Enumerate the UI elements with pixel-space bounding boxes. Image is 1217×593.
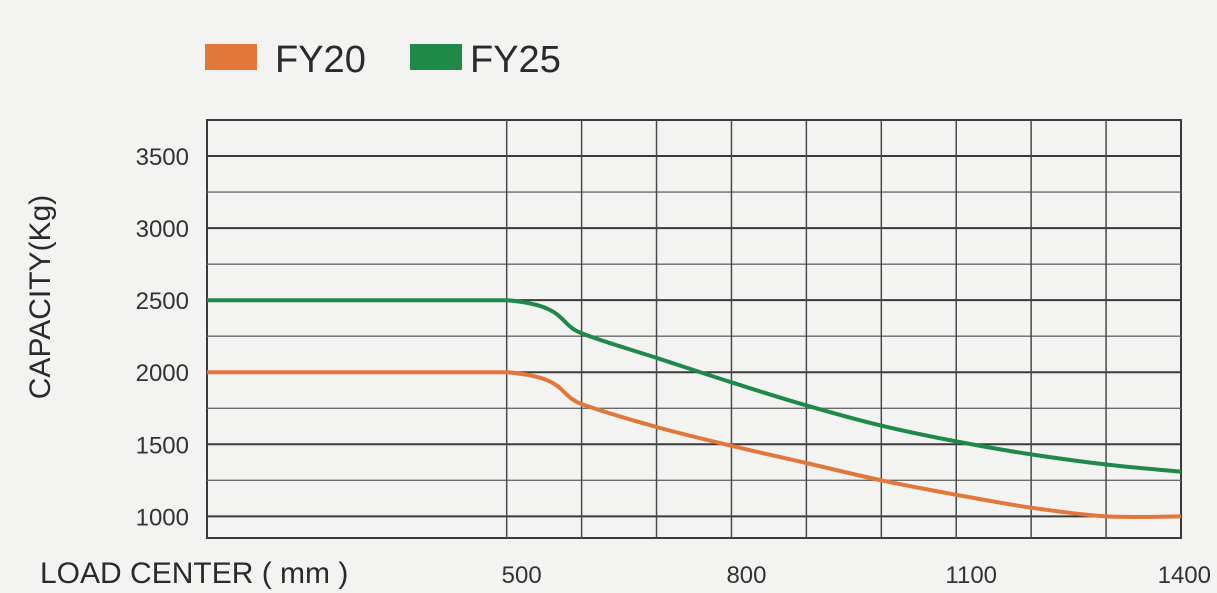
x-tick-label: 800	[726, 562, 766, 589]
series-lines	[207, 298, 1182, 520]
y-tick-label: 1500	[136, 432, 189, 459]
series-line-fy20	[207, 370, 1182, 520]
grid	[206, 119, 1182, 539]
y-tick-labels: 1000 1500 2000 2500 3000 3500	[136, 144, 189, 531]
legend-swatch-fy20	[205, 44, 257, 70]
y-tick-label: 3500	[136, 144, 189, 171]
y-tick-label: 3000	[136, 216, 189, 243]
legend-label-fy20: FY20	[275, 39, 366, 81]
x-tick-labels: 500 800 1100 1400	[502, 562, 1211, 589]
y-axis-title: CAPACITY(Kg)	[24, 195, 57, 399]
x-tick-label: 500	[502, 562, 542, 589]
x-tick-label: 1100	[945, 562, 997, 589]
legend: FY20 FY25	[205, 39, 561, 81]
y-tick-label: 2500	[136, 288, 189, 315]
series-line-fy25	[207, 298, 1182, 474]
y-tick-label: 2000	[136, 360, 189, 387]
plot-frame	[206, 119, 1182, 539]
legend-label-fy25: FY25	[470, 39, 561, 81]
x-tick-label: 1400	[1158, 562, 1211, 589]
x-axis-title: LOAD CENTER ( mm )	[40, 557, 348, 590]
legend-swatch-fy25	[410, 44, 462, 70]
y-tick-label: 1000	[136, 504, 189, 531]
